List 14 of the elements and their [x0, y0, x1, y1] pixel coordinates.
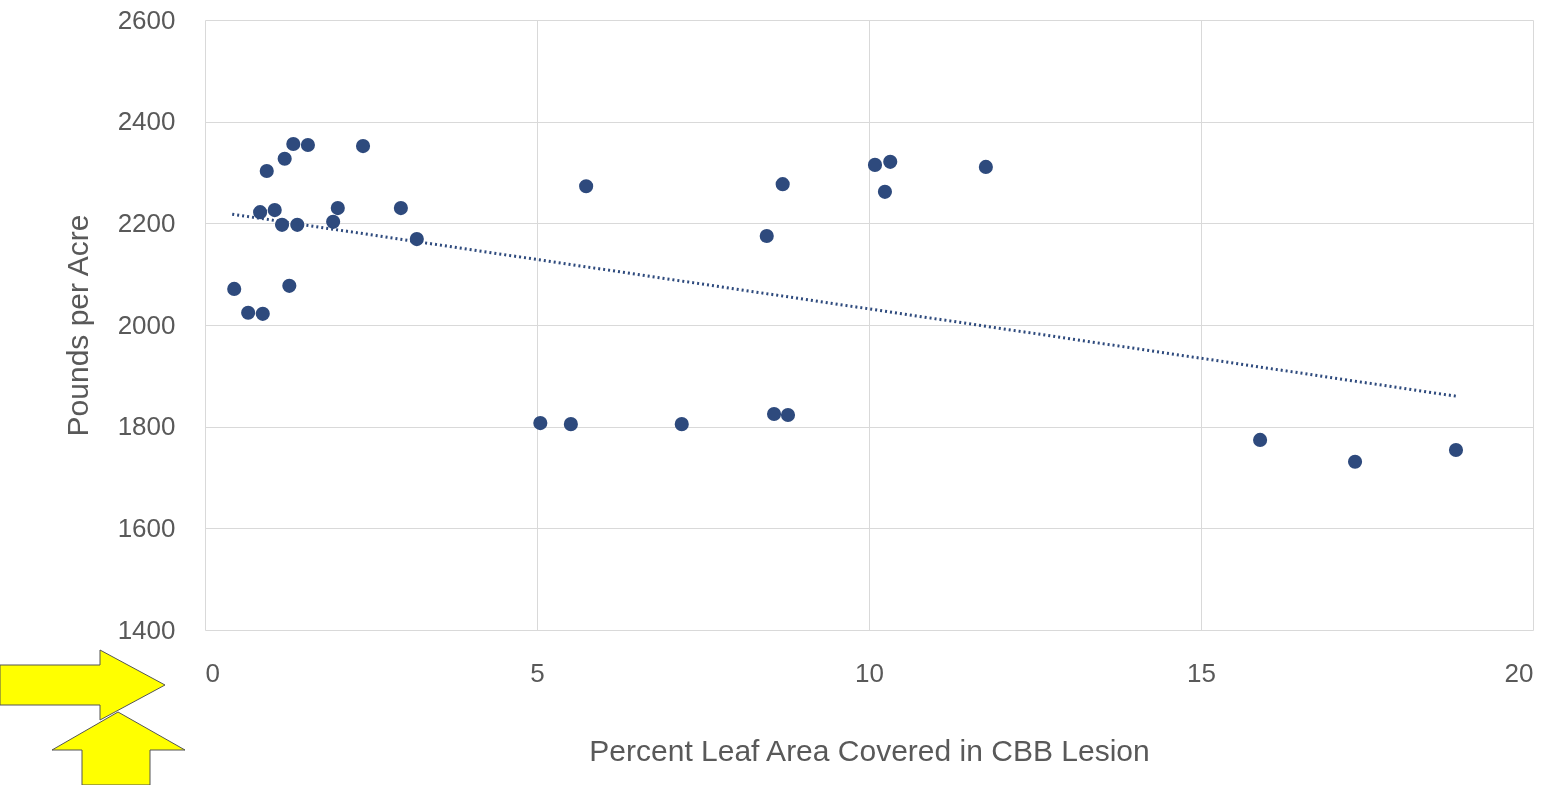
y-tick-label: 1600	[117, 512, 176, 543]
x-tick-label: 10	[855, 657, 884, 688]
y-tick-label: 2400	[117, 106, 176, 137]
y-tick-label: 2600	[117, 4, 176, 35]
x-tick-label: 15	[1187, 657, 1216, 688]
x-tick-label: 5	[530, 657, 545, 688]
y-axis-title: Pounds per Acre	[60, 214, 94, 437]
y-tick-label: 2200	[117, 207, 176, 238]
y-tick-label: 1800	[117, 411, 176, 442]
x-axis-title: Percent Leaf Area Covered in CBB Lesion	[589, 733, 1150, 767]
y-tick-label: 2000	[117, 309, 176, 340]
x-tick-label: 20	[1504, 657, 1534, 688]
y-tick-label: 1400	[117, 614, 176, 645]
x-tick-label: 0	[205, 657, 220, 688]
